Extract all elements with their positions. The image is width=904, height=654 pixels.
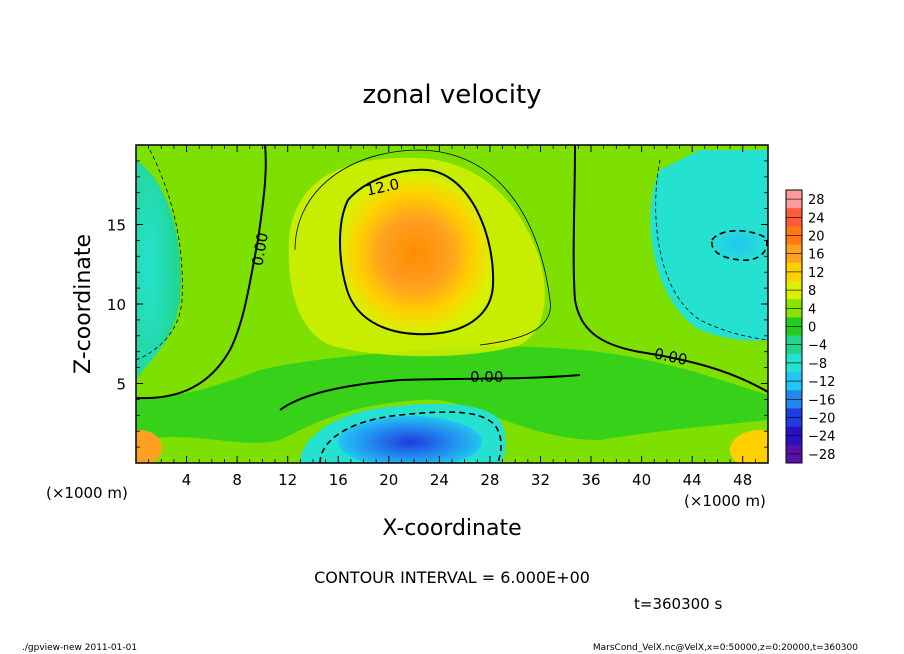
plot-area [136,145,768,463]
region-left-negative [136,160,181,380]
colorbar-label: −12 [808,375,835,390]
contour-label: 0.00 [470,368,503,386]
y-tick-label: 10 [107,296,126,314]
colorbar: 28 24 20 16 12 8 4 0 −4 −8 −12 −16 −20 −24 −28 [785,189,835,464]
colorbar-label: 24 [808,211,825,226]
x-tick-label: 40 [632,471,651,489]
contour-negative-right-thin [655,159,768,341]
colorbar-label: −8 [808,357,827,372]
colorbar-label: 4 [808,302,816,317]
contour-interval-text: CONTOUR INTERVAL = 6.000E+00 [314,568,590,587]
x-tick-label: 4 [182,471,192,489]
colorbar-label: −20 [808,412,835,427]
footer-left: ./gpview-new 2011-01-01 [22,643,137,653]
colorbar-label: −24 [808,430,835,445]
region-lower-left-positive [136,430,162,463]
region-right-core [708,224,768,264]
x-unit-note-left: (×1000 m) [46,484,128,502]
colorbar-label: −28 [808,448,835,463]
x-axis-ticks: 4 8 12 16 20 24 28 32 36 40 44 48 [148,145,756,489]
x-tick-label: 36 [581,471,600,489]
x-tick-label: 28 [480,471,499,489]
chart-title: zonal velocity [362,80,541,110]
region-lower-right-positive [730,430,768,463]
x-tick-label: 16 [329,471,348,489]
colorbar-label: −4 [808,339,827,354]
contour-label: 0.00 [248,231,272,267]
colorbar-label: 20 [808,230,825,245]
colorbar-label: 0 [808,321,816,336]
colorbar-label: 8 [808,284,816,299]
region-green-band [136,346,768,443]
x-tick-label: 24 [430,471,449,489]
x-tick-label: 44 [683,471,702,489]
y-axis-title: Z-coordinate [71,234,96,374]
region-upper-core [338,174,493,333]
colorbar-label: 28 [808,193,825,208]
contour-zero-left [136,145,267,400]
colorbar-label: 16 [808,248,825,263]
contour-positive-thin [294,149,551,346]
x-tick-label: 32 [531,471,550,489]
contour-negative-right [711,229,768,261]
footer-right: MarsCond_VelX.nc@VelX,x=0:50000,z=0:2000… [593,643,858,653]
y-tick-label: 5 [116,376,126,394]
x-unit-note-right: (×1000 m) [684,492,766,510]
x-tick-label: 20 [379,471,398,489]
x-axis-title: X-coordinate [382,516,521,541]
contour-negative-left-thin [136,149,183,361]
x-tick-label: 8 [232,471,242,489]
y-tick-label: 15 [107,217,126,235]
region-lower-core [338,416,482,463]
x-tick-label: 12 [278,471,297,489]
colorbar-label: 12 [808,266,825,281]
contour-12-line [339,168,495,336]
y-axis-ticks: 5 10 15 [107,160,768,448]
time-text: t=360300 s [634,595,722,613]
contour-zero-mid [279,374,581,411]
contour-negative-lower [319,411,502,463]
contour-zero-right [572,145,768,393]
colorbar-label: −16 [808,393,835,408]
x-tick-label: 48 [733,471,752,489]
